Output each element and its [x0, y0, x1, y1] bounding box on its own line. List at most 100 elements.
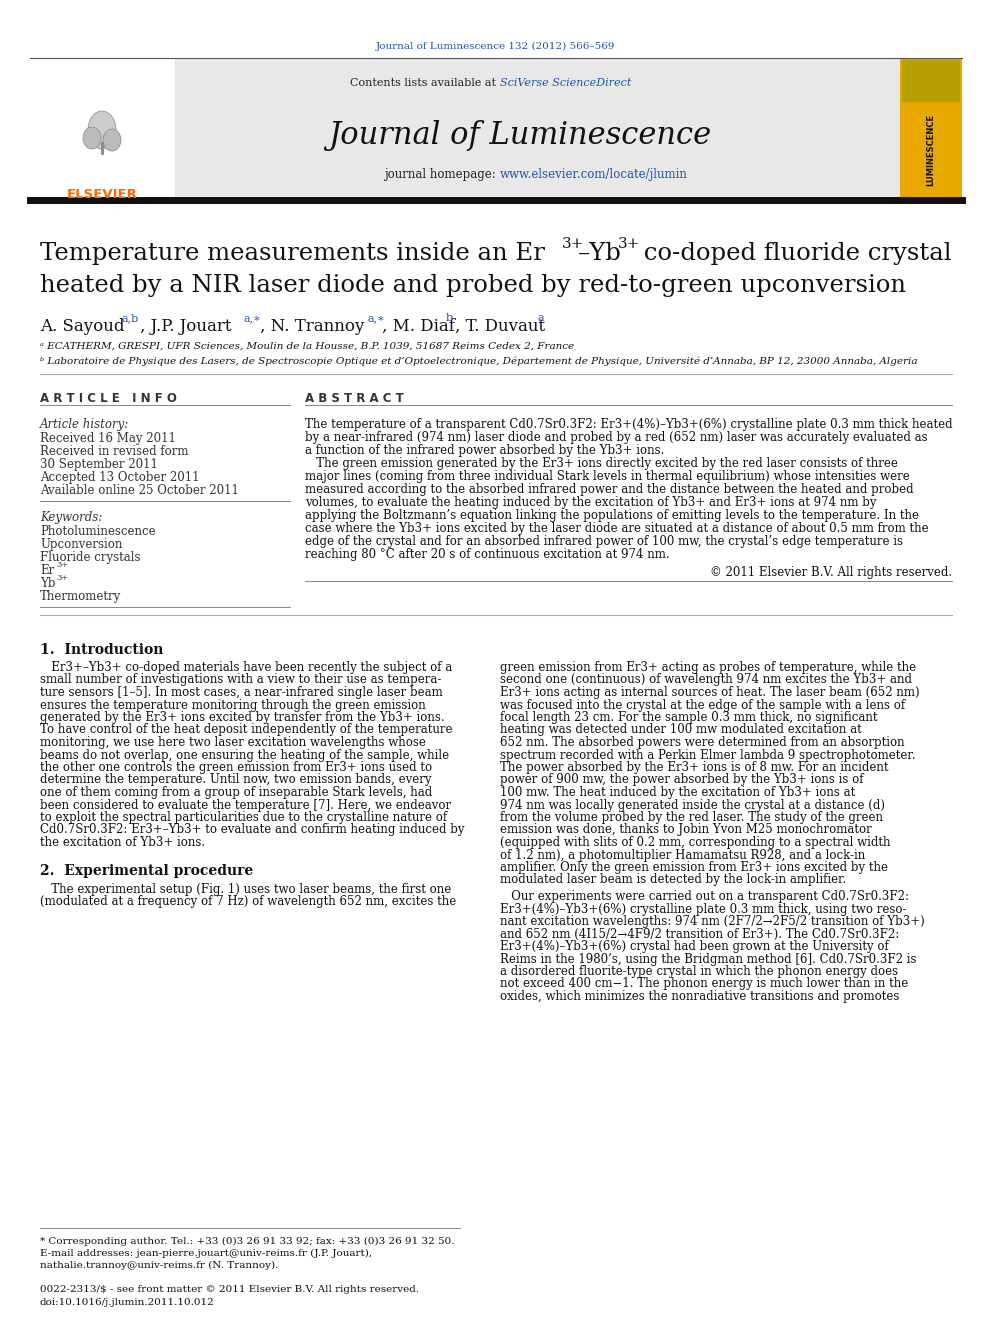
Text: Received in revised form: Received in revised form [40, 445, 188, 458]
Text: Er3+ ions acting as internal sources of heat. The laser beam (652 nm): Er3+ ions acting as internal sources of … [500, 687, 920, 699]
Text: , M. Diaf: , M. Diaf [382, 318, 455, 335]
Bar [900, 58, 962, 198]
Text: 652 nm. The absorbed powers were determined from an absorption: 652 nm. The absorbed powers were determi… [500, 736, 905, 749]
Text: The temperature of a transparent Cd0.7Sr0.3F2: Er3+(4%)–Yb3+(6%) crystalline pla: The temperature of a transparent Cd0.7Sr… [305, 418, 952, 431]
Text: and 652 nm (4I15/2→4F9/2 transition of Er3+). The Cd0.7Sr0.3F2:: and 652 nm (4I15/2→4F9/2 transition of E… [500, 927, 900, 941]
Text: by a near-infrared (974 nm) laser diode and probed by a red (652 nm) laser was a: by a near-infrared (974 nm) laser diode … [305, 431, 928, 445]
Text: been considered to evaluate the temperature [7]. Here, we endeavor: been considered to evaluate the temperat… [40, 799, 451, 811]
Text: a disordered fluorite-type crystal in which the phonon energy does: a disordered fluorite-type crystal in wh… [500, 964, 898, 978]
Text: Er3+(4%)–Yb3+(6%) crystalline plate 0.3 mm thick, using two reso-: Er3+(4%)–Yb3+(6%) crystalline plate 0.3 … [500, 902, 907, 916]
Text: b: b [446, 314, 453, 323]
Text: Thermometry: Thermometry [40, 590, 121, 603]
Text: reaching 80 °C after 20 s of continuous excitation at 974 nm.: reaching 80 °C after 20 s of continuous … [305, 548, 670, 561]
Text: 1.  Introduction: 1. Introduction [40, 643, 164, 658]
Text: the excitation of Yb3+ ions.: the excitation of Yb3+ ions. [40, 836, 205, 849]
Text: heating was detected under 100 mw modulated excitation at: heating was detected under 100 mw modula… [500, 724, 862, 737]
Text: oxides, which minimizes the nonradiative transitions and promotes: oxides, which minimizes the nonradiative… [500, 990, 900, 1003]
Text: small number of investigations with a view to their use as tempera-: small number of investigations with a vi… [40, 673, 441, 687]
Text: Contents lists available at: Contents lists available at [350, 78, 500, 89]
Text: The experimental setup (Fig. 1) uses two laser beams, the first one: The experimental setup (Fig. 1) uses two… [40, 882, 451, 896]
Text: generated by the Er3+ ions excited by transfer from the Yb3+ ions.: generated by the Er3+ ions excited by tr… [40, 710, 444, 724]
Text: SciVerse ScienceDirect: SciVerse ScienceDirect [500, 78, 631, 89]
Text: a: a [537, 314, 544, 323]
Text: emission was done, thanks to Jobin Yvon M25 monochromator: emission was done, thanks to Jobin Yvon … [500, 823, 872, 836]
Text: applying the Boltzmann’s equation linking the populations of emitting levels to : applying the Boltzmann’s equation linkin… [305, 509, 919, 523]
Text: a,b: a,b [122, 314, 139, 323]
Text: E-mail addresses: jean-pierre.jouart@univ-reims.fr (J.P. Jouart),: E-mail addresses: jean-pierre.jouart@uni… [40, 1249, 372, 1258]
Text: , T. Duvaut: , T. Duvaut [455, 318, 546, 335]
Text: case where the Yb3+ ions excited by the laser diode are situated at a distance o: case where the Yb3+ ions excited by the … [305, 523, 929, 534]
Text: Er3+–Yb3+ co-doped materials have been recently the subject of a: Er3+–Yb3+ co-doped materials have been r… [40, 662, 452, 673]
Text: LUMINESCENCE: LUMINESCENCE [927, 114, 935, 187]
Text: heated by a NIR laser diode and probed by red-to-green upconversion: heated by a NIR laser diode and probed b… [40, 274, 906, 296]
Text: Reims in the 1980’s, using the Bridgman method [6]. Cd0.7Sr0.3F2 is: Reims in the 1980’s, using the Bridgman … [500, 953, 917, 966]
Text: not exceed 400 cm−1. The phonon energy is much lower than in the: not exceed 400 cm−1. The phonon energy i… [500, 978, 909, 991]
Text: nant excitation wavelengths: 974 nm (2F7/2→2F5/2 transition of Yb3+): nant excitation wavelengths: 974 nm (2F7… [500, 916, 925, 927]
Text: , J.P. Jouart: , J.P. Jouart [140, 318, 231, 335]
Bar [902, 60, 960, 102]
Text: spectrum recorded with a Perkin Elmer lambda 9 spectrophotometer.: spectrum recorded with a Perkin Elmer la… [500, 749, 916, 762]
Text: Fluoride crystals: Fluoride crystals [40, 550, 141, 564]
Text: Received 16 May 2011: Received 16 May 2011 [40, 433, 176, 445]
Text: determine the temperature. Until now, two emission bands, every: determine the temperature. Until now, tw… [40, 774, 432, 786]
Text: 974 nm was locally generated inside the crystal at a distance (d): 974 nm was locally generated inside the … [500, 799, 885, 811]
Text: measured according to the absorbed infrared power and the distance between the h: measured according to the absorbed infra… [305, 483, 914, 496]
Text: –Yb: –Yb [578, 242, 622, 265]
Text: Article history:: Article history: [40, 418, 129, 431]
Text: Cd0.7Sr0.3F2: Er3+–Yb3+ to evaluate and confirm heating induced by: Cd0.7Sr0.3F2: Er3+–Yb3+ to evaluate and … [40, 823, 464, 836]
Text: The green emission generated by the Er3+ ions directly excited by the red laser : The green emission generated by the Er3+… [305, 456, 898, 470]
Text: co-doped fluoride crystal: co-doped fluoride crystal [636, 242, 951, 265]
Text: A B S T R A C T: A B S T R A C T [305, 392, 404, 405]
Text: beams do not overlap, one ensuring the heating of the sample, while: beams do not overlap, one ensuring the h… [40, 749, 449, 762]
Text: Available online 25 October 2011: Available online 25 October 2011 [40, 484, 239, 497]
Text: Er3+(4%)–Yb3+(6%) crystal had been grown at the University of: Er3+(4%)–Yb3+(6%) crystal had been grown… [500, 941, 889, 953]
Text: Temperature measurements inside an Er: Temperature measurements inside an Er [40, 242, 545, 265]
Text: 3+: 3+ [618, 237, 641, 251]
Text: Accepted 13 October 2011: Accepted 13 October 2011 [40, 471, 199, 484]
Text: Our experiments were carried out on a transparent Cd0.7Sr0.3F2:: Our experiments were carried out on a tr… [500, 890, 909, 904]
Text: ᵇ Laboratoire de Physique des Lasers, de Spectroscopie Optique et d’Optoelectron: ᵇ Laboratoire de Physique des Lasers, de… [40, 356, 918, 365]
Text: 100 mw. The heat induced by the excitation of Yb3+ ions at: 100 mw. The heat induced by the excitati… [500, 786, 855, 799]
Text: 3+: 3+ [56, 561, 68, 569]
Text: amplifier. Only the green emission from Er3+ ions excited by the: amplifier. Only the green emission from … [500, 861, 888, 875]
Text: 3+: 3+ [56, 574, 68, 582]
Text: volumes, to evaluate the heating induced by the excitation of Yb3+ and Er3+ ions: volumes, to evaluate the heating induced… [305, 496, 877, 509]
Text: Er: Er [40, 564, 55, 577]
Text: was focused into the crystal at the edge of the sample with a lens of: was focused into the crystal at the edge… [500, 699, 905, 712]
Ellipse shape [103, 130, 121, 151]
Text: a,∗: a,∗ [368, 314, 386, 323]
Text: (equipped with slits of 0.2 mm, corresponding to a spectral width: (equipped with slits of 0.2 mm, correspo… [500, 836, 891, 849]
Text: ture sensors [1–5]. In most cases, a near-infrared single laser beam: ture sensors [1–5]. In most cases, a nea… [40, 687, 442, 699]
Text: modulated laser beam is detected by the lock-in amplifier.: modulated laser beam is detected by the … [500, 873, 846, 886]
Ellipse shape [88, 111, 116, 149]
Text: power of 900 mw, the power absorbed by the Yb3+ ions is of: power of 900 mw, the power absorbed by t… [500, 774, 863, 786]
Text: (modulated at a frequency of 7 Hz) of wavelength 652 nm, excites the: (modulated at a frequency of 7 Hz) of wa… [40, 894, 456, 908]
Text: Journal of Luminescence: Journal of Luminescence [328, 120, 711, 151]
Text: to exploit the spectral particularities due to the crystalline nature of: to exploit the spectral particularities … [40, 811, 447, 824]
Text: the other one controls the green emission from Er3+ ions used to: the other one controls the green emissio… [40, 761, 433, 774]
Text: * Corresponding author. Tel.: +33 (0)3 26 91 33 92; fax: +33 (0)3 26 91 32 50.: * Corresponding author. Tel.: +33 (0)3 2… [40, 1237, 454, 1246]
Ellipse shape [83, 127, 101, 149]
Text: a function of the infrared power absorbed by the Yb3+ ions.: a function of the infrared power absorbe… [305, 445, 665, 456]
Text: nathalie.trannoy@univ-reims.fr (N. Trannoy).: nathalie.trannoy@univ-reims.fr (N. Trann… [40, 1261, 279, 1270]
Text: doi:10.1016/j.jlumin.2011.10.012: doi:10.1016/j.jlumin.2011.10.012 [40, 1298, 214, 1307]
Text: The power absorbed by the Er3+ ions is of 8 mw. For an incident: The power absorbed by the Er3+ ions is o… [500, 761, 889, 774]
Text: 3+: 3+ [562, 237, 584, 251]
Text: To have control of the heat deposit independently of the temperature: To have control of the heat deposit inde… [40, 724, 452, 737]
Text: from the volume probed by the red laser. The study of the green: from the volume probed by the red laser.… [500, 811, 883, 824]
Text: major lines (coming from three individual Stark levels in thermal equilibrium) w: major lines (coming from three individua… [305, 470, 910, 483]
Text: Yb: Yb [40, 577, 56, 590]
Text: www.elsevier.com/locate/jlumin: www.elsevier.com/locate/jlumin [500, 168, 687, 181]
Bar [30, 58, 175, 198]
Text: one of them coming from a group of inseparable Stark levels, had: one of them coming from a group of insep… [40, 786, 433, 799]
Text: 30 September 2011: 30 September 2011 [40, 458, 158, 471]
Text: green emission from Er3+ acting as probes of temperature, while the: green emission from Er3+ acting as probe… [500, 662, 917, 673]
Text: Keywords:: Keywords: [40, 511, 102, 524]
Text: ensures the temperature monitoring through the green emission: ensures the temperature monitoring throu… [40, 699, 426, 712]
Text: edge of the crystal and for an absorbed infrared power of 100 mw, the crystal’s : edge of the crystal and for an absorbed … [305, 534, 903, 548]
Text: A. Sayoud: A. Sayoud [40, 318, 125, 335]
Text: Upconversion: Upconversion [40, 538, 122, 550]
Text: 2.  Experimental procedure: 2. Experimental procedure [40, 864, 253, 878]
Text: a,∗: a,∗ [244, 314, 262, 323]
Text: A R T I C L E   I N F O: A R T I C L E I N F O [40, 392, 177, 405]
